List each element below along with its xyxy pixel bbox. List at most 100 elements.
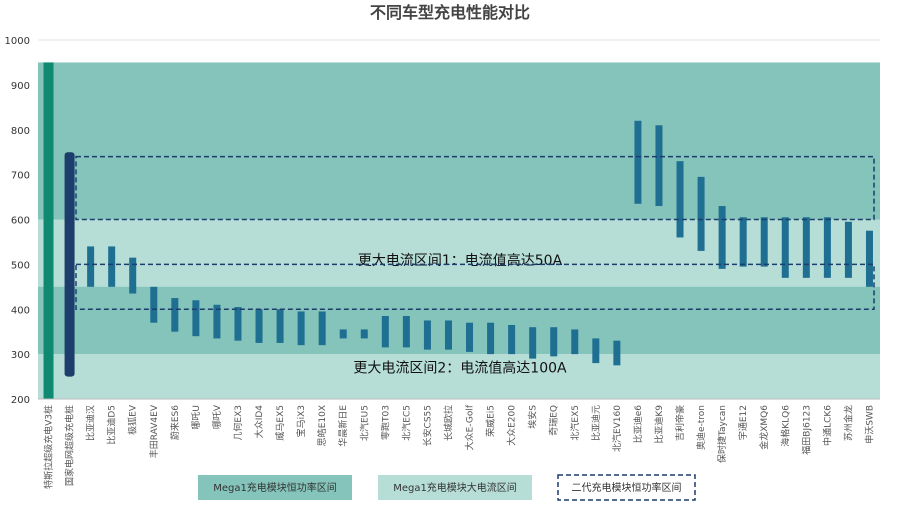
x-tick-label: 长安CS55 (421, 405, 433, 446)
x-tick-label: 北汽EC5 (400, 405, 412, 441)
legend-item: Mega1充电模块大电流区间 (378, 475, 532, 500)
bar (781, 217, 789, 278)
bar (508, 324, 516, 355)
x-tick-label: 比亚迪e6 (632, 405, 644, 444)
bar (697, 176, 705, 251)
bar (129, 257, 137, 294)
bar (255, 309, 263, 343)
bar (339, 329, 347, 339)
bar (423, 320, 431, 350)
x-tick-label: 宝马iX3 (295, 405, 307, 437)
y-tick-label: 200 (11, 395, 30, 406)
bar (571, 329, 579, 355)
bar (360, 329, 368, 339)
region-box (75, 155, 875, 221)
x-tick-label: 宇通E12 (737, 405, 749, 440)
bar (150, 286, 158, 323)
bar (466, 322, 474, 352)
x-tick-label: 奥迪e-tron (695, 405, 707, 450)
x-tick-label: 比亚迪D5 (106, 405, 118, 445)
bar (550, 327, 558, 357)
y-tick-label: 600 (11, 216, 30, 227)
bar (87, 246, 95, 287)
x-tick-label: 特斯拉超级充电V3桩 (43, 405, 55, 489)
bar (381, 315, 389, 348)
bar (487, 322, 495, 355)
bar (760, 217, 768, 267)
x-tick-label: 奇瑞EQ (548, 405, 560, 436)
legend-item: Mega1充电模块恒功率区间 (198, 475, 352, 500)
x-tick-label: 申沃SWB (863, 405, 875, 444)
x-tick-label: 丰田RAV4EV (148, 404, 160, 458)
x-tick-label: 大众ID4 (253, 405, 265, 439)
x-tick-label: 吉利帝豪 (674, 405, 686, 441)
x-tick-label: 保时捷Taycan (716, 405, 728, 463)
y-tick-label: 400 (11, 305, 30, 316)
bar (844, 221, 852, 278)
x-tick-label: 福田BJ6123 (800, 405, 812, 455)
bar (297, 311, 305, 346)
x-tick-label: 哪吒U (191, 405, 202, 430)
x-tick-label: 埃安S (527, 405, 539, 429)
y-tick-label: 900 (11, 81, 30, 92)
bar (213, 304, 221, 339)
bar (171, 298, 179, 332)
x-tick-label: 几何EX3 (232, 405, 244, 441)
bar (865, 230, 873, 287)
bar (802, 217, 810, 278)
x-tick-label: 哪吒V (212, 404, 223, 429)
x-tick-label: 比亚迪元 (590, 405, 602, 441)
x-tick-label: 华晨新日E (337, 405, 349, 447)
y-tick-label: 1000 (5, 36, 30, 47)
annotation: 更大电流区间1：电流值高达50A (358, 252, 563, 269)
bar (655, 125, 663, 207)
bar (64, 152, 75, 377)
bar (718, 206, 726, 269)
bar (529, 327, 537, 359)
bar (402, 315, 410, 348)
region-box (75, 263, 875, 310)
region-band (38, 62, 880, 355)
bar (634, 120, 642, 204)
bar (592, 338, 600, 364)
y-tick-label: 700 (11, 171, 30, 182)
bar (276, 309, 284, 343)
x-tick-label: 大众E-Golf (464, 404, 476, 450)
x-tick-label: 苏州金龙 (842, 405, 854, 441)
legend-item: 二代充电模块恒功率区间 (557, 474, 696, 501)
legend-label: Mega1充电模块大电流区间 (393, 481, 517, 494)
x-tick-label: 北汽EU5 (358, 405, 370, 441)
x-tick-label: 荣威Ei5 (485, 405, 497, 437)
bar (613, 340, 621, 366)
x-tick-label: 海格KLQ6 (779, 405, 791, 447)
bar (318, 311, 326, 346)
chart-title: 不同车型充电性能对比 (370, 3, 530, 22)
bar (823, 217, 831, 278)
x-tick-label: 蔚来ES6 (169, 405, 181, 440)
y-tick-label: 800 (11, 126, 30, 137)
x-tick-label: 比亚迪汉 (85, 405, 97, 441)
y-tick-label: 500 (11, 260, 30, 271)
bar (192, 300, 200, 337)
x-tick-label: 中通LCK6 (821, 405, 833, 446)
x-tick-label: 比亚迪K9 (653, 405, 665, 444)
annotation: 更大电流区间2：电流值高达100A (353, 360, 567, 377)
x-tick-label: 威马EX5 (274, 405, 286, 441)
legend-label: 二代充电模块恒功率区间 (572, 481, 682, 494)
x-tick-label: 长城欧拉 (442, 405, 454, 441)
region-band (38, 219, 880, 287)
bar (43, 62, 54, 399)
x-tick-label: 国家电网超级充电桩 (64, 405, 76, 486)
legend-swatch (198, 475, 352, 500)
x-tick-label: 极狐EV (127, 404, 139, 435)
legend-swatch (378, 475, 532, 500)
bar (234, 307, 242, 341)
x-tick-label: 北汽EX5 (569, 405, 581, 441)
x-tick-label: 大众E200 (506, 405, 518, 446)
bar (108, 246, 116, 287)
x-tick-label: 金龙XMQ6 (758, 405, 770, 450)
bar (444, 320, 452, 350)
x-tick-label: 北汽EV160 (611, 405, 623, 452)
